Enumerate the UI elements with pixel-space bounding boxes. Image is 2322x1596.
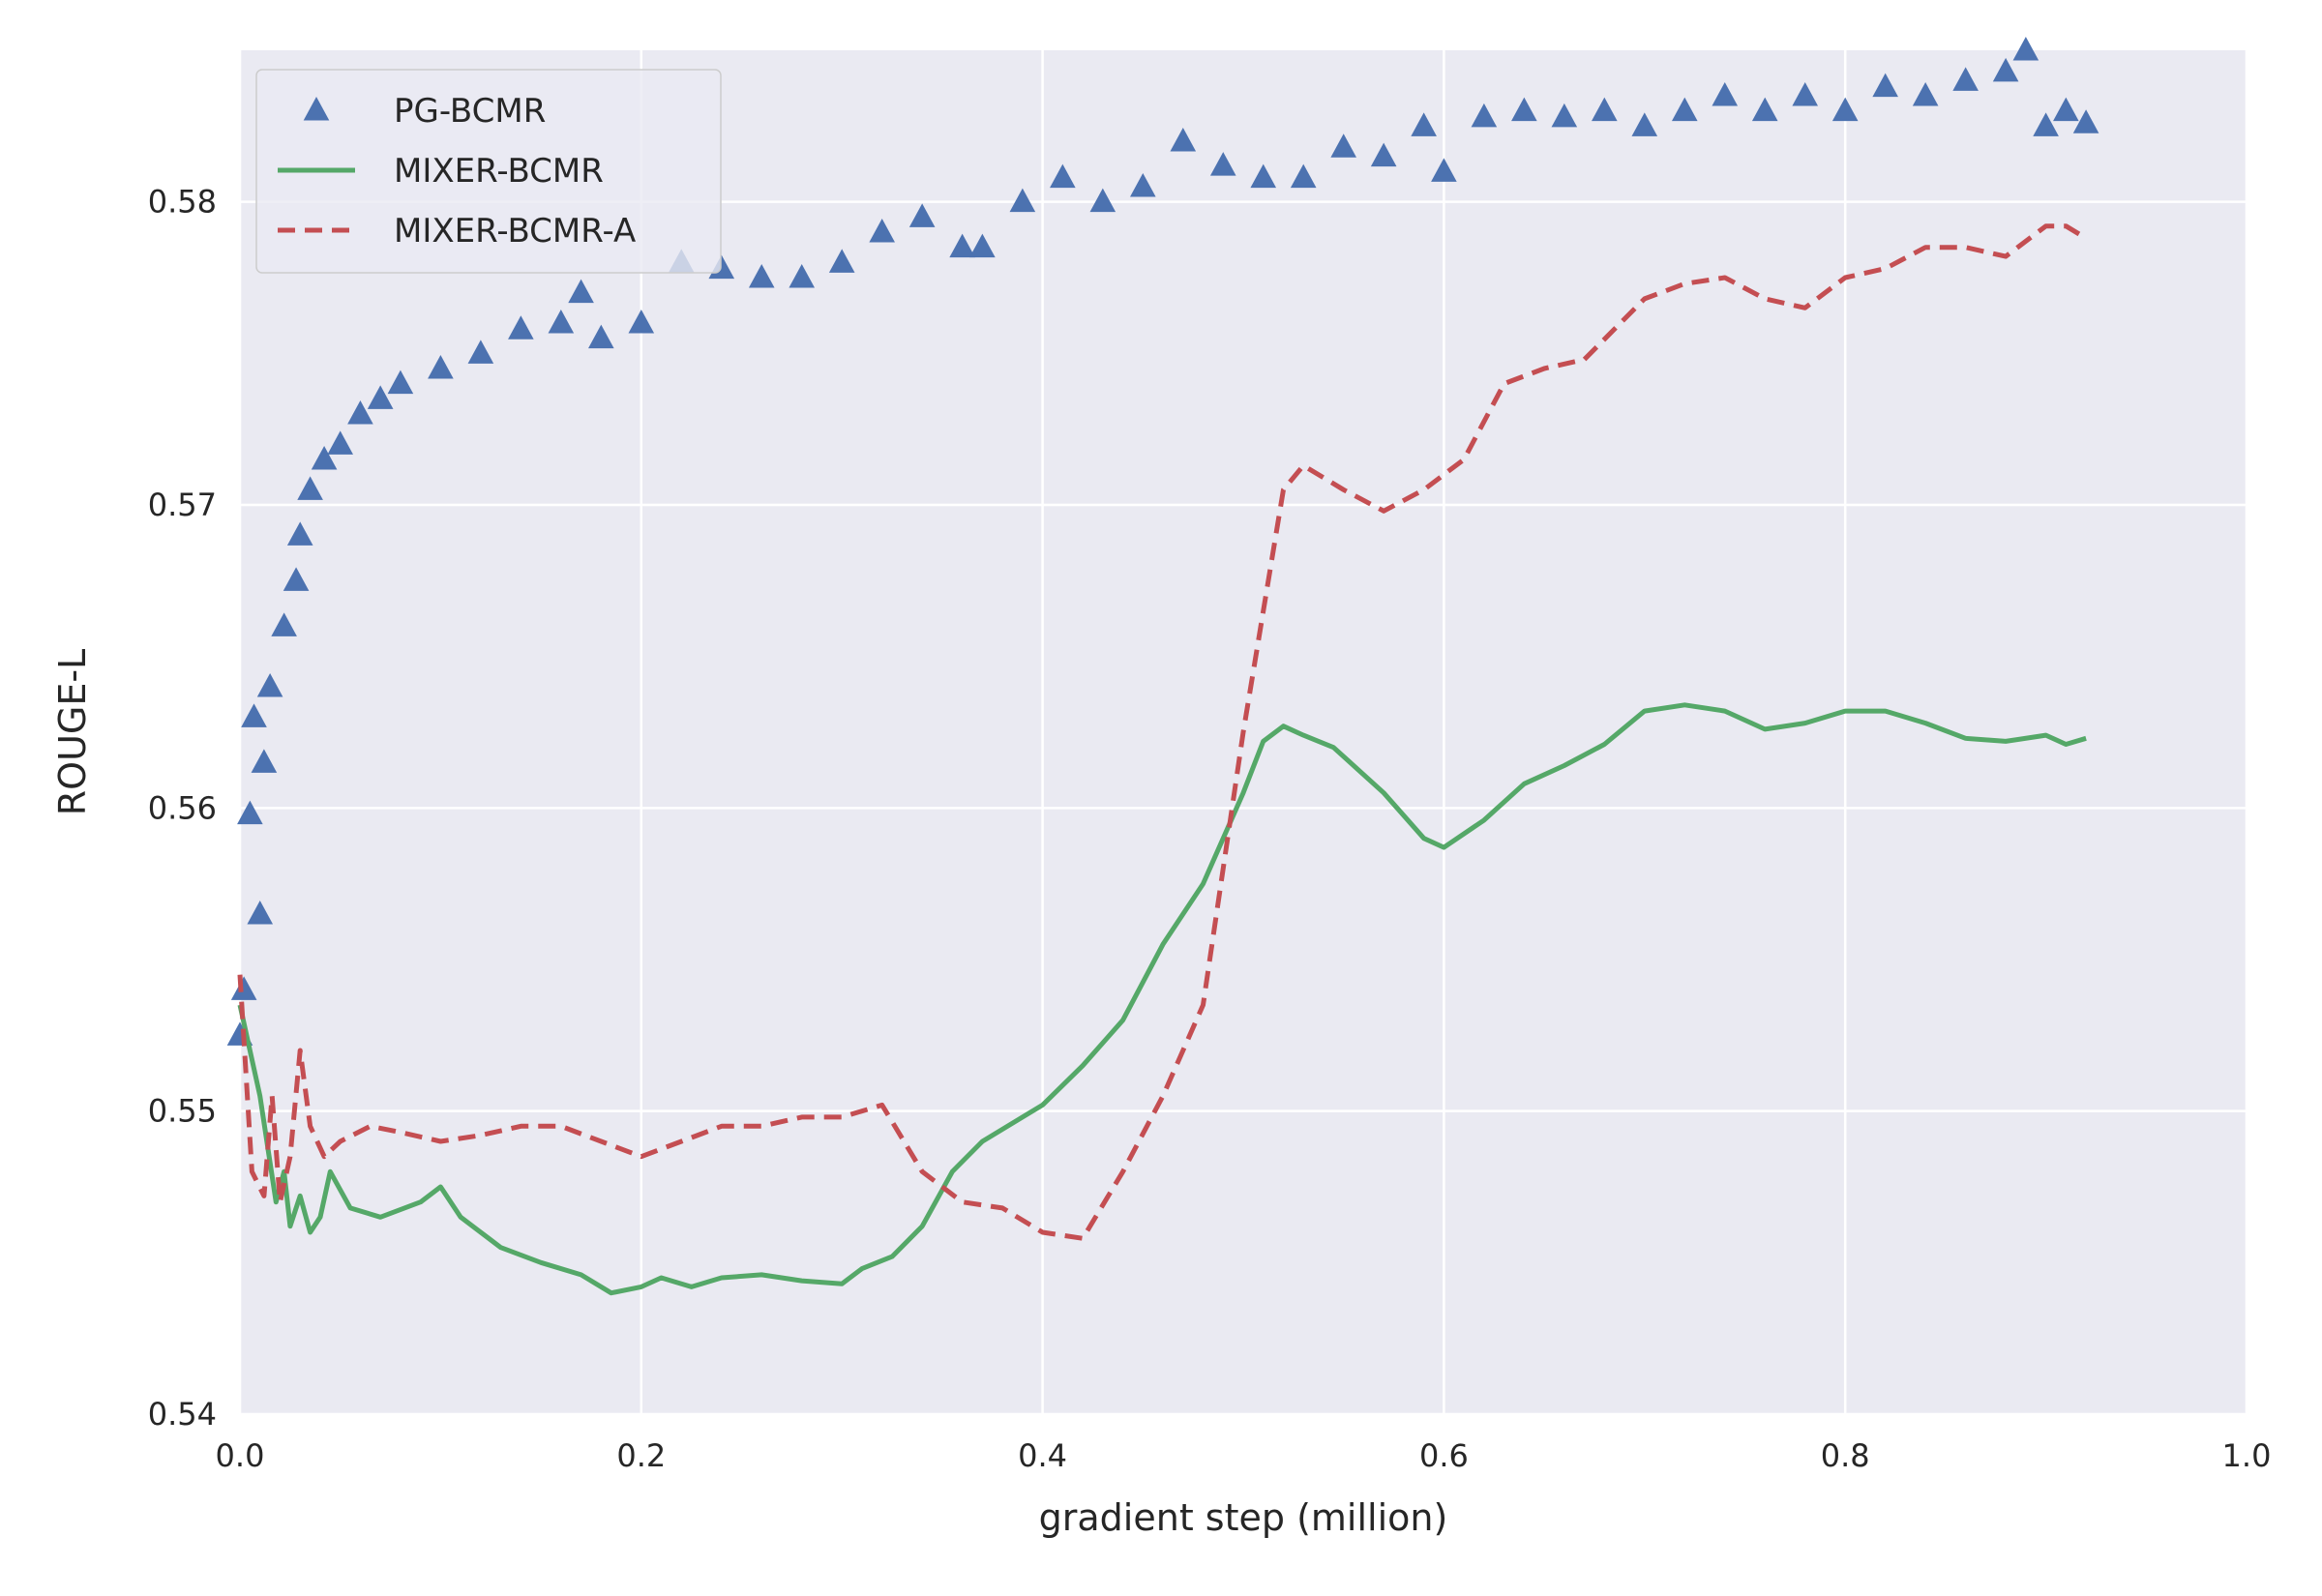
pg-bcmr-point xyxy=(1831,97,1859,122)
pg-bcmr-point xyxy=(1992,57,2019,82)
pg-bcmr-point xyxy=(283,567,310,591)
legend-box xyxy=(255,69,722,274)
pg-bcmr-point xyxy=(1551,103,1578,128)
pg-bcmr-point xyxy=(1671,97,1698,122)
pg-bcmr-point xyxy=(628,310,655,334)
pg-bcmr-point xyxy=(230,976,257,1000)
series-mixer-bcmr xyxy=(237,702,2087,1296)
pg-bcmr-point xyxy=(508,315,534,340)
pg-bcmr-point xyxy=(237,800,263,825)
pg-bcmr-point xyxy=(1050,163,1076,189)
legend-label: MIXER-BCMR-A xyxy=(394,212,636,251)
pg-bcmr-point xyxy=(247,901,274,925)
legend-triangle-icon xyxy=(303,97,330,121)
pg-bcmr-point xyxy=(1952,67,1979,91)
pg-bcmr-point xyxy=(1130,173,1156,197)
pg-bcmr-point xyxy=(347,400,373,425)
x-tick-label: 0.8 xyxy=(1821,1437,1870,1474)
y-axis-label: ROUGE-L xyxy=(51,649,94,815)
pg-bcmr-point xyxy=(1009,188,1036,213)
y-tick-label: 0.54 xyxy=(148,1396,217,1433)
pg-bcmr-point xyxy=(828,249,855,273)
pg-bcmr-point xyxy=(1170,128,1197,152)
pg-bcmr-point xyxy=(969,233,996,258)
x-tick-label: 0.6 xyxy=(1419,1437,1469,1474)
pg-bcmr-point xyxy=(1209,152,1236,176)
pg-bcmr-point xyxy=(1592,97,1618,122)
legend-entry: MIXER-BCMR-A xyxy=(278,212,636,251)
pg-bcmr-point xyxy=(286,521,313,546)
legend-label: PG-BCMR xyxy=(394,92,546,131)
pg-bcmr-point xyxy=(1792,82,1819,106)
pg-bcmr-point xyxy=(1912,82,1939,106)
pg-bcmr-point xyxy=(1370,142,1397,167)
pg-bcmr-point xyxy=(1712,82,1739,106)
pg-bcmr-point xyxy=(588,324,614,349)
pg-bcmr-point xyxy=(748,264,775,288)
y-tick-label: 0.55 xyxy=(148,1093,217,1130)
grid xyxy=(238,50,2248,1416)
y-tick-label: 0.56 xyxy=(148,789,217,826)
pg-bcmr-point xyxy=(311,446,338,470)
pg-bcmr-point xyxy=(1089,188,1116,213)
pg-bcmr-point xyxy=(367,385,394,409)
pg-bcmr-point xyxy=(949,233,975,258)
pg-bcmr-point xyxy=(1250,163,1277,189)
pg-bcmr-point xyxy=(271,612,297,636)
legend-entries: PG-BCMR MIXER-BCMR MIXER-BCMR-A xyxy=(278,92,636,251)
x-tick-label: 0.0 xyxy=(216,1437,265,1474)
pg-bcmr-point xyxy=(548,310,575,334)
pg-bcmr-point xyxy=(2072,109,2099,133)
pg-bcmr-point xyxy=(1631,112,1658,136)
mixer-bcmr-line xyxy=(237,702,2087,1296)
pg-bcmr-point xyxy=(251,749,278,773)
pg-bcmr-point xyxy=(327,430,353,455)
pg-bcmr-point xyxy=(256,673,283,697)
pg-bcmr-point xyxy=(241,703,267,727)
x-tick-label: 1.0 xyxy=(2222,1437,2272,1474)
mixer-bcmr-a-line xyxy=(237,223,2088,1241)
pg-bcmr-point xyxy=(1290,163,1317,189)
pg-bcmr-point xyxy=(467,340,494,364)
series-mixer-bcmr-a xyxy=(237,223,2088,1241)
y-tick-label: 0.57 xyxy=(148,487,217,523)
pg-bcmr-point xyxy=(2053,97,2079,122)
pg-bcmr-point xyxy=(1411,112,1437,136)
pg-bcmr-point xyxy=(568,279,594,304)
pg-bcmr-point xyxy=(1511,97,1537,122)
pg-bcmr-point xyxy=(1330,133,1356,158)
x-tick-label: 0.2 xyxy=(616,1437,666,1474)
y-tick-label: 0.58 xyxy=(148,184,217,221)
pg-bcmr-point xyxy=(869,219,895,243)
pg-bcmr-point xyxy=(428,355,454,379)
pg-bcmr-point xyxy=(789,264,816,288)
pg-bcmr-point xyxy=(2012,37,2039,61)
x-axis-label: gradient step (million) xyxy=(1039,1496,1448,1539)
pg-bcmr-point xyxy=(2033,112,2059,136)
legend: PG-BCMR MIXER-BCMR MIXER-BCMR-A xyxy=(255,69,722,274)
pg-bcmr-point xyxy=(1471,103,1498,128)
pg-bcmr-point xyxy=(1431,158,1457,182)
tick-labels: 0.0 0.2 0.4 0.6 0.8 1.0 0.54 0.55 0.56 0.57 0.58 xyxy=(148,184,2272,1474)
x-tick-label: 0.4 xyxy=(1018,1437,1067,1474)
pg-bcmr-point xyxy=(1751,97,1778,122)
pg-bcmr-point xyxy=(1872,73,1898,98)
legend-entry: PG-BCMR xyxy=(303,92,546,131)
pg-bcmr-point xyxy=(387,369,414,395)
legend-label: MIXER-BCMR xyxy=(394,152,604,191)
pg-bcmr-point xyxy=(297,476,323,500)
pg-bcmr-point xyxy=(908,203,936,227)
legend-entry: MIXER-BCMR xyxy=(278,152,604,191)
